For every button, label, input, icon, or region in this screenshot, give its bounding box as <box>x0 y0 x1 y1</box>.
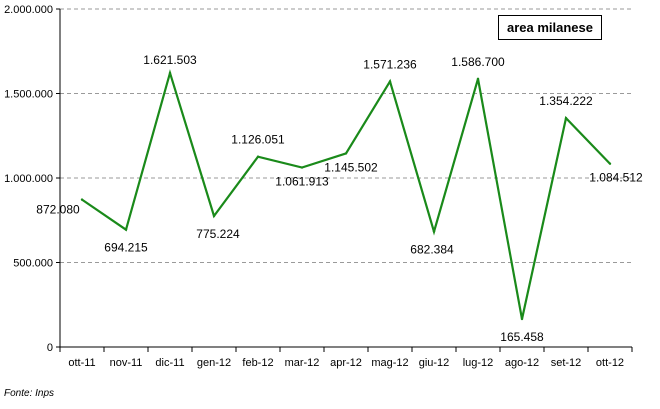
data-label: 1.126.051 <box>231 133 285 147</box>
data-label: 1.571.236 <box>363 57 417 71</box>
data-point <box>300 166 304 169</box>
data-point <box>432 230 436 233</box>
x-tick-label: ott-12 <box>596 357 624 369</box>
data-label: 1.145.502 <box>324 160 378 174</box>
data-label: 694.215 <box>104 241 148 255</box>
y-tick-label: 500.000 <box>13 258 53 270</box>
data-point <box>256 155 260 158</box>
data-point <box>520 317 524 321</box>
x-tick-label: giu-12 <box>419 357 450 369</box>
source-note: Fonte: Inps <box>4 388 55 399</box>
x-tick-label: lug-12 <box>463 357 494 369</box>
y-tick-label: 2.000.000 <box>4 4 53 16</box>
data-label: 682.384 <box>410 243 454 257</box>
y-tick-label: 1.000.000 <box>4 173 53 185</box>
x-tick-label: mar-12 <box>285 357 320 369</box>
x-tick-label: dic-11 <box>155 357 184 369</box>
x-tick-label: nov-11 <box>110 357 143 369</box>
data-point <box>608 162 612 165</box>
x-tick-label: ott-11 <box>68 357 95 369</box>
data-label: 1.586.700 <box>451 55 505 69</box>
data-label: 165.458 <box>500 330 544 344</box>
data-point <box>344 152 348 155</box>
data-label: 775.224 <box>196 227 240 241</box>
data-label: 1.084.512 <box>589 171 643 185</box>
data-label: 1.354.222 <box>539 94 593 108</box>
data-point <box>124 228 128 231</box>
data-point <box>168 71 172 75</box>
x-tick-label: apr-12 <box>330 357 362 369</box>
data-point <box>564 116 568 120</box>
x-tick-label: ago-12 <box>505 357 539 369</box>
x-tick-label: feb-12 <box>242 357 273 369</box>
data-point <box>388 80 392 83</box>
data-point <box>80 198 84 201</box>
x-tick-label: set-12 <box>551 357 582 369</box>
y-tick-label: 0 <box>47 342 53 354</box>
data-point <box>476 77 480 81</box>
legend-label: area milanese <box>506 20 593 35</box>
data-point <box>212 214 216 218</box>
series-legend: area milanese <box>498 15 602 40</box>
y-tick-label: 1.500.000 <box>4 89 53 101</box>
data-label: 1.061.913 <box>275 175 329 189</box>
x-tick-label: mag-12 <box>371 357 408 369</box>
series-line <box>81 69 611 320</box>
data-label: 1.621.503 <box>143 53 197 67</box>
data-label: 872.080 <box>36 203 80 217</box>
x-tick-label: gen-12 <box>197 357 231 369</box>
